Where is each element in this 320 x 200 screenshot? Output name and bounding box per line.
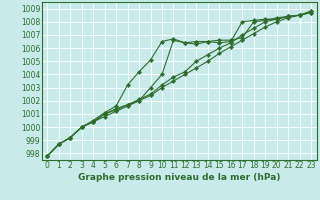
X-axis label: Graphe pression niveau de la mer (hPa): Graphe pression niveau de la mer (hPa): [78, 173, 280, 182]
